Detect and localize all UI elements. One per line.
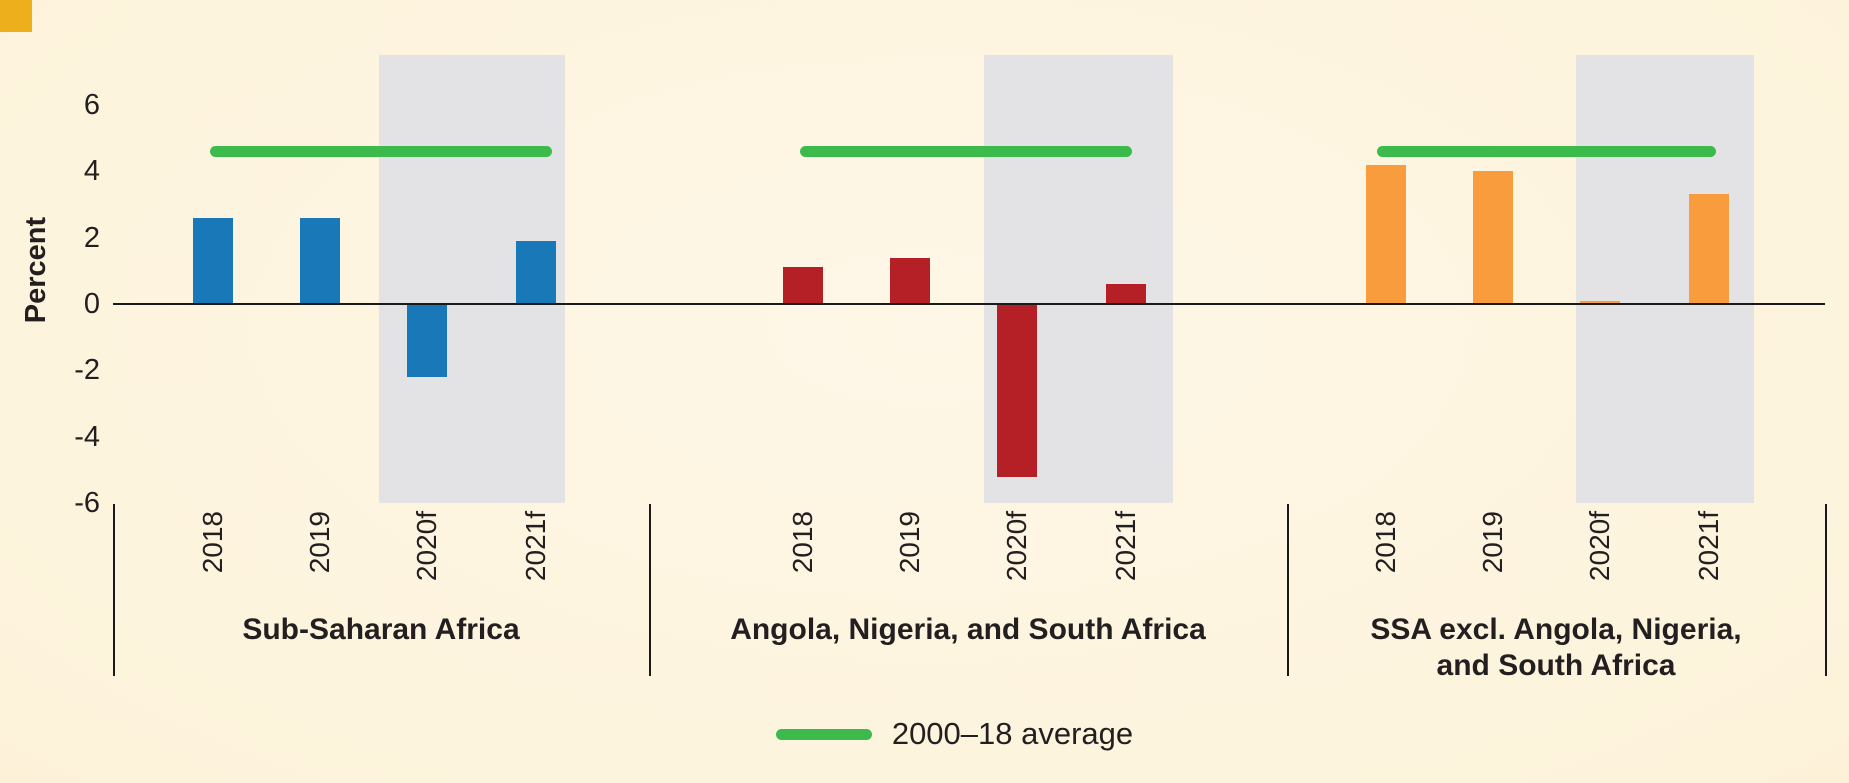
x-tick-label: 2019 <box>894 511 925 574</box>
bar-2020f <box>1580 300 1620 304</box>
bar-2019 <box>890 257 930 304</box>
y-tick-label: 0 <box>83 288 100 320</box>
average-2000-18-line <box>210 145 552 157</box>
bar-2021f <box>1689 194 1729 304</box>
average-2000-18-line <box>1377 145 1716 157</box>
group-label: Sub-Saharan Africa <box>242 613 520 646</box>
average-2000-18-line <box>800 145 1132 157</box>
group-label: SSA excl. Angola, Nigeria, and South Afr… <box>1370 613 1742 682</box>
y-tick-label: -2 <box>74 354 100 387</box>
y-tick-label: -6 <box>74 487 100 520</box>
bar-2020f <box>997 304 1037 477</box>
bar-2019 <box>300 217 340 304</box>
bar-2020f <box>407 304 447 378</box>
y-tick-label: 6 <box>83 88 100 121</box>
x-tick-label: 2020f <box>1584 511 1615 582</box>
gold-corner-accent <box>0 0 32 32</box>
group-label: Angola, Nigeria, and South Africa <box>730 613 1206 646</box>
group-divider-line <box>649 504 651 676</box>
group-divider-line <box>1825 504 1827 676</box>
y-tick-label: 4 <box>83 155 100 188</box>
x-tick-label: 2019 <box>304 511 335 574</box>
x-tick-label: 2018 <box>1370 511 1401 574</box>
x-tick-label: 2020f <box>1001 511 1032 582</box>
x-tick-label: 2020f <box>411 511 442 582</box>
legend: 2000–18 average <box>30 716 1849 752</box>
x-tick-label: 2021f <box>520 511 551 582</box>
x-axis-zero-line <box>113 303 1825 305</box>
group-divider-line <box>1287 504 1289 676</box>
x-tick-label: 2019 <box>1477 511 1508 574</box>
bar-2018 <box>1366 164 1406 304</box>
bar-2019 <box>1473 171 1513 304</box>
x-tick-label: 2021f <box>1110 511 1141 582</box>
bar-2021f <box>516 240 556 304</box>
bar-2018 <box>193 217 233 304</box>
legend-label: 2000–18 average <box>891 716 1134 751</box>
group-divider-line <box>113 504 115 676</box>
y-tick-label: 2 <box>83 221 100 254</box>
bar-2018 <box>783 267 823 304</box>
y-tick-label: -4 <box>74 420 100 453</box>
legend-average-line-swatch <box>775 728 872 740</box>
x-tick-label: 2021f <box>1693 511 1724 582</box>
x-tick-label: 2018 <box>787 511 818 574</box>
bar-2021f <box>1106 284 1146 304</box>
x-tick-label: 2018 <box>197 511 228 574</box>
